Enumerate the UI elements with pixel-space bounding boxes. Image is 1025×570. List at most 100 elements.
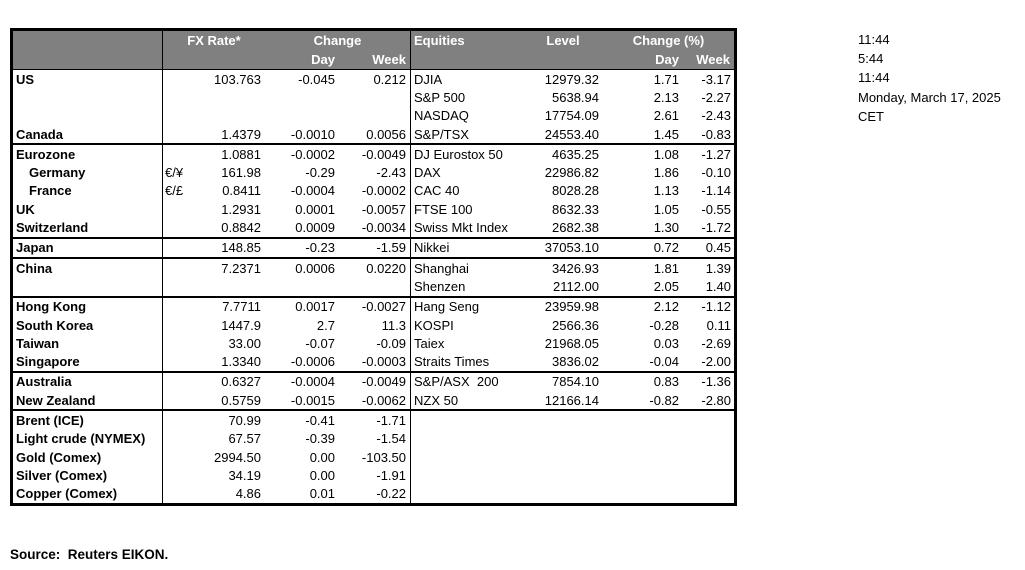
equity-day-change-cell: 1.86 [653,165,679,181]
country-cell: France [13,181,163,201]
equity-week-change-cell: -0.55 [701,201,731,217]
country-cell: Canada [13,124,163,144]
table-row: Singapore 1.3340 -0.0006 -0.0003 Straits Tim… [13,352,734,371]
fx-week-change-cell: -0.22 [339,484,411,503]
fx-week-change-cell: -1.91 [339,466,411,485]
table-row: Switzerland 0.8842 0.0009 -0.0034 Swiss Mkt … [13,218,734,237]
table-row: Australia 0.6327 -0.0004 -0.0049 S&P/ASX 200… [13,372,734,392]
fx-rate-cell: 0.8842 [221,220,261,236]
header-blank [200,50,265,69]
footer-notes: Source: Reuters EIKON. * FX Rate for USD… [10,509,700,570]
equity-day-change-cell: 1.13 [653,183,679,199]
equity-level-cell: 5638.94 [552,89,599,105]
fx-week-change-cell: -103.50 [339,447,411,467]
fx-week-change-cell: -0.0049 [339,145,411,164]
equity-level-cell: 37053.10 [544,240,599,256]
currency-pair-cell [163,485,200,503]
country-cell: Taiwan [13,334,163,353]
date-line: Monday, March 17, 2025 [858,89,1001,105]
equity-name-cell: Shenzen [414,278,466,294]
equity-name-cell: FTSE 100 [414,201,473,217]
fx-rate-cell: 7.2371 [221,260,261,276]
equity-name-cell [411,448,523,466]
equity-day-change-cell [603,485,683,503]
country-cell [13,88,163,107]
fx-day-change-cell: -0.0004 [290,183,335,199]
market-data-table: FX Rate* Change Equities Level Change (%… [10,28,737,506]
table-section: Brent (ICE) 70.99 -0.41 -1.71 Light crude (N… [13,411,734,503]
equity-level-cell: 21968.05 [544,335,599,351]
equity-day-change-cell [603,411,683,429]
fx-day-change-cell: 0.0001 [295,201,335,217]
fx-week-change-cell: 0.0220 [339,258,411,278]
equity-week-change-cell: -2.27 [701,89,731,105]
table-row: Light crude (NYMEX) 67.57 -0.39 -1.54 [13,429,734,448]
fx-day-change-cell: 2.7 [316,317,335,333]
country-cell: New Zealand [13,391,163,410]
equity-week-change-cell: 1.40 [705,278,731,294]
currency-pair-cell [163,316,200,334]
fx-day-change-cell: -0.29 [305,165,335,181]
table-section: Japan 148.85 -0.23 -1.59 Nikkei 37053.10 0.72 0… [13,238,734,259]
country-cell: China [13,258,163,278]
table-row: New Zealand 0.5759 -0.0015 -0.0062 NZX 50 121… [13,391,734,410]
fx-week-change-cell [339,106,411,125]
fx-week-change-cell: -0.0027 [339,297,411,316]
country-cell: Gold (Comex) [13,447,163,467]
equity-name-cell: S&P/ASX 200 [414,374,499,390]
equity-level-cell: 7854.10 [552,374,599,390]
fx-week-change-cell [339,277,411,296]
fx-week-change-cell: 11.3 [339,315,411,335]
fx-week-change-cell [339,88,411,107]
currency-pair-cell [163,411,200,429]
equity-day-change-cell: 1.05 [653,201,679,217]
equity-week-change-cell [683,448,734,466]
fx-rate-cell: 1.4379 [221,126,261,142]
fx-day-change-cell: -0.045 [298,71,335,87]
fx-day-change-cell [265,107,339,125]
fx-day-change-cell: 0.00 [309,467,335,483]
fx-rate-cell: 7.7711 [222,299,261,315]
equity-week-change-cell: 1.39 [705,260,731,276]
equity-name-cell: Straits Times [414,354,490,370]
fx-rate-cell: 2994.50 [214,449,261,465]
equity-week-change-cell [683,430,734,448]
equity-week-change-cell: -2.80 [701,392,731,408]
fx-week-change-cell: -0.09 [339,334,411,353]
table-row: Hong Kong 7.7711 0.0017 -0.0027 Hang Seng 239… [13,297,734,316]
equity-level-cell: 3426.93 [552,260,599,276]
currency-pair-cell [163,145,200,163]
equity-level-cell: 24553.40 [544,126,599,142]
fx-day-change-cell: -0.23 [305,240,335,256]
fx-day-change-cell [265,277,339,295]
equity-week-change-cell: -0.10 [701,165,731,181]
fx-rate-cell: 70.99 [228,412,261,428]
country-cell: Germany [13,163,163,182]
equity-day-change-cell: -0.82 [649,392,679,408]
equity-name-cell: DAX [414,165,441,181]
fx-week-change-cell: -1.54 [339,429,411,448]
fx-week-change-cell: 0.0056 [339,124,411,144]
header-row-sub: Day Week Day Week [13,50,734,69]
currency-pair-cell [163,125,200,143]
equity-day-change-cell [603,466,683,484]
fx-rate-cell [200,88,265,106]
header-corner-blank [13,31,163,50]
country-cell: Japan [13,238,163,257]
header-blank [523,50,603,69]
currency-pair-cell [163,277,200,295]
equity-level-cell: 2682.38 [552,220,599,236]
header-blank [13,50,163,69]
equity-day-change-cell: 1.45 [653,126,679,142]
equity-week-change-cell: -1.36 [701,374,731,390]
fx-week-change-cell: -0.0057 [339,200,411,219]
equity-day-change-cell: -0.04 [649,354,679,370]
timezone-label: CET [858,108,884,124]
fx-day-change-cell: 0.0009 [295,220,335,236]
fx-day-change-cell: 0.00 [309,449,335,465]
table-row: Canada 1.4379 -0.0010 0.0056 S&P/TSX 24553.40… [13,124,734,144]
equity-name-cell [411,485,523,503]
currency-pair-cell [163,298,200,316]
equity-level-cell [523,448,603,466]
currency-pair-cell [163,430,200,448]
